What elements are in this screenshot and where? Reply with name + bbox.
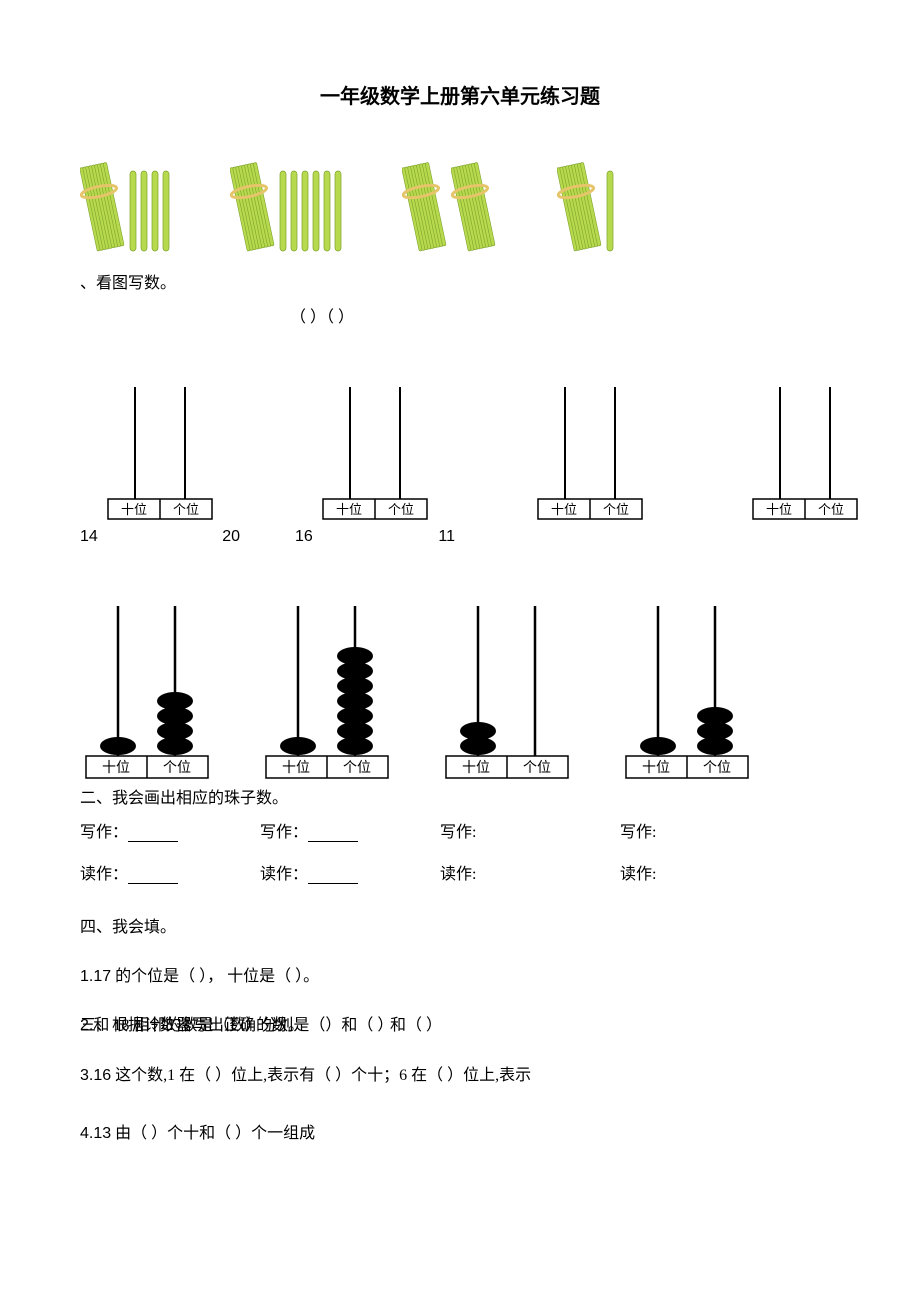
loose-stick-icon <box>151 169 159 259</box>
stick-bundle-icon <box>451 159 497 259</box>
q1-num: 1.17 <box>80 968 111 985</box>
loose-stick-icon <box>312 169 320 259</box>
section-abacus: 十位 个位 十位 个位 十位 个位 十位 个位 二、我会画出相应的珠子数。 写作： 写作： 写作:… <box>80 606 840 884</box>
stick-bundle-icon <box>402 159 448 259</box>
frame-numbers: 1420 <box>80 528 240 546</box>
loose-stick-icon <box>140 169 148 259</box>
svg-text:十位: 十位 <box>766 502 792 517</box>
q2: 2.和 18 相邻的数是（数）分别是（）和（ ） 三、根据计数器写出正确的数。 … <box>80 1012 840 1042</box>
abacus: 十位 个位 <box>260 606 390 776</box>
q1-text: 的个位是（ ）， 十位是（ ）。 <box>111 968 319 985</box>
q3-text: 这个数,1 在（ ）位上,表示有（ ）个十；6 在（ ）位上,表示 <box>111 1067 531 1084</box>
svg-text:十位: 十位 <box>121 502 147 517</box>
stick-group <box>557 159 614 259</box>
svg-text:十位: 十位 <box>282 760 310 776</box>
abacus: 十位 个位 <box>80 606 210 776</box>
loose-stick-icon <box>606 169 614 259</box>
read-row: 读作： 读作： 读作: 读作: <box>80 860 840 884</box>
stick-group <box>80 159 170 259</box>
write-blank: 写作: <box>620 818 770 842</box>
svg-text:十位: 十位 <box>551 502 577 517</box>
section4-heading: 四、我会填。 <box>80 914 840 943</box>
place-value-frame: 十位 个位 1420 <box>80 387 240 546</box>
loose-stick-icon <box>301 169 309 259</box>
svg-text:个位: 个位 <box>388 502 414 517</box>
page-title: 一年级数学上册第六单元练习题 <box>80 80 840 109</box>
q4: 4.13 由（ ）个十和（ ）个一组成 <box>80 1120 840 1149</box>
frame-numbers: 1611 <box>295 528 455 546</box>
svg-text:十位: 十位 <box>642 760 670 776</box>
svg-text:个位: 个位 <box>173 502 199 517</box>
write-blank: 写作： <box>80 818 230 842</box>
loose-stick-icon <box>334 169 342 259</box>
svg-text:个位: 个位 <box>818 502 844 517</box>
stick-group <box>230 159 342 259</box>
q1: 1.17 的个位是（ ）， 十位是（ ）。 <box>80 963 840 992</box>
loose-stick-icon <box>290 169 298 259</box>
q4-num: 4.13 <box>80 1125 111 1142</box>
q2-overlap-c: 和（ ） <box>390 1012 442 1041</box>
write-row: 写作： 写作： 写作: 写作: <box>80 818 840 842</box>
section-frames: 十位个位1420十位个位1611十位个位十位个位 <box>80 387 840 546</box>
place-value-frame: 十位 个位 1611 <box>295 387 455 546</box>
place-value-frame: 十位 个位 <box>725 387 885 546</box>
stick-bundle-icon <box>557 159 603 259</box>
abacus: 十位 个位 <box>440 606 570 776</box>
section1-label: 、看图写数。 <box>80 269 840 293</box>
stick-bundle-icon <box>230 159 276 259</box>
svg-text:个位: 个位 <box>523 760 551 776</box>
section-sticks: 、看图写数。 （ ）（ ） <box>80 159 840 327</box>
read-blank: 读作： <box>80 860 230 884</box>
svg-text:个位: 个位 <box>703 760 731 776</box>
section3-label: 二、我会画出相应的珠子数。 <box>80 784 840 808</box>
svg-text:个位: 个位 <box>343 760 371 776</box>
loose-stick-icon <box>129 169 137 259</box>
place-value-frame: 十位 个位 <box>510 387 670 546</box>
loose-stick-icon <box>323 169 331 259</box>
svg-text:个位: 个位 <box>603 502 629 517</box>
read-blank: 读作： <box>260 860 410 884</box>
svg-text:十位: 十位 <box>336 502 362 517</box>
read-blank: 读作: <box>620 860 770 884</box>
q2-overlap-b: 三、根据计数器写出正确的数。 <box>80 1012 304 1041</box>
svg-text:十位: 十位 <box>102 760 130 776</box>
stick-bundle-icon <box>80 159 126 259</box>
q4-text: 由（ ）个十和（ ）个一组成 <box>111 1125 315 1142</box>
abacus: 十位 个位 <box>620 606 750 776</box>
frame-row: 十位个位1420十位个位1611十位个位十位个位 <box>80 387 840 546</box>
loose-stick-icon <box>162 169 170 259</box>
loose-stick-icon <box>279 169 287 259</box>
section-fill: 四、我会填。 1.17 的个位是（ ）， 十位是（ ）。 2.和 18 相邻的数… <box>80 914 840 1149</box>
paren-blanks: （ ）（ ） <box>290 303 840 327</box>
q3-num: 3.16 <box>80 1067 111 1084</box>
svg-text:十位: 十位 <box>462 760 490 776</box>
svg-text:个位: 个位 <box>163 760 191 776</box>
stick-group <box>402 159 497 259</box>
write-blank: 写作: <box>440 818 590 842</box>
q3: 3.16 这个数,1 在（ ）位上,表示有（ ）个十；6 在（ ）位上,表示 <box>80 1062 840 1091</box>
write-blank: 写作： <box>260 818 410 842</box>
abacus-row: 十位 个位 十位 个位 十位 个位 十位 个位 <box>80 606 840 776</box>
read-blank: 读作: <box>440 860 590 884</box>
sticks-row <box>80 159 840 259</box>
